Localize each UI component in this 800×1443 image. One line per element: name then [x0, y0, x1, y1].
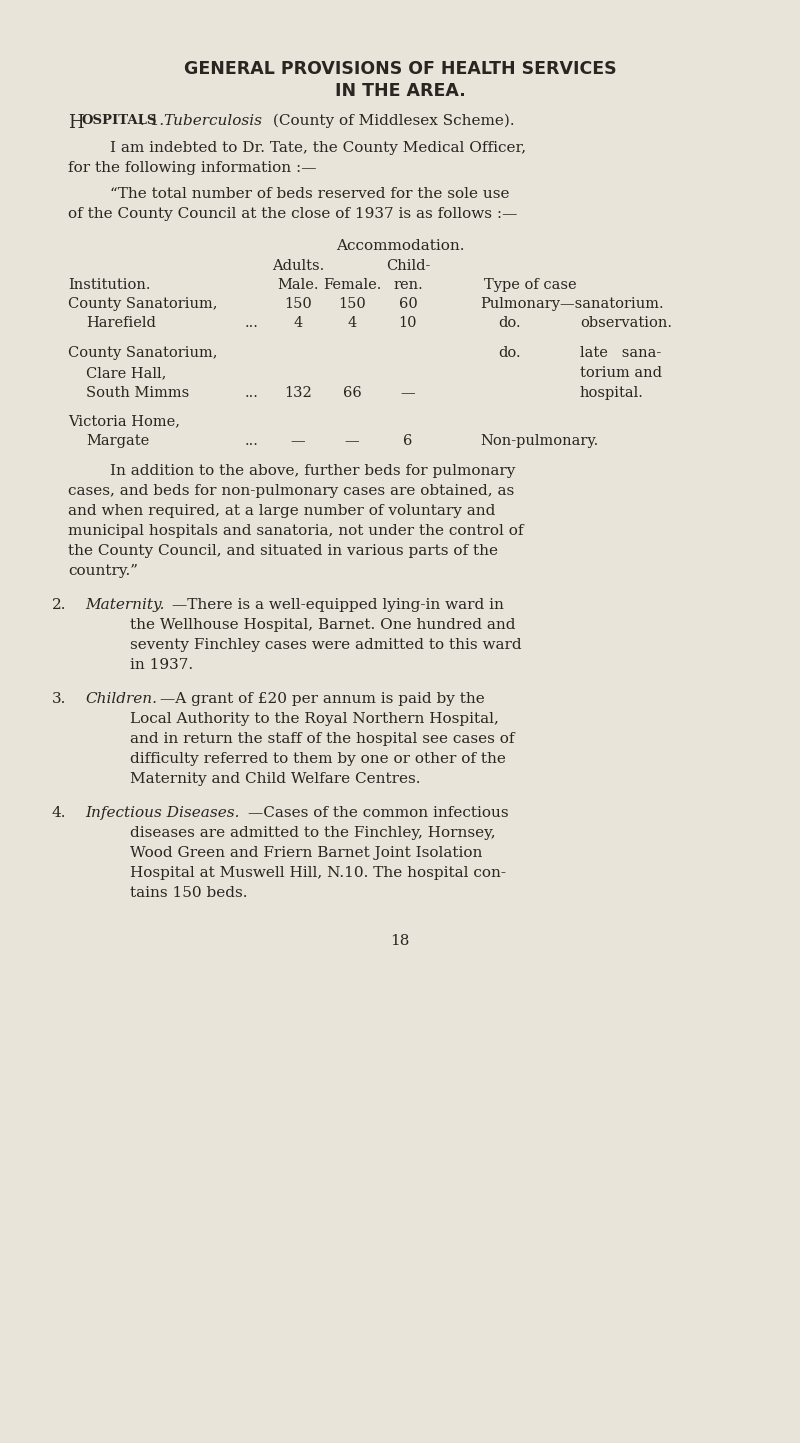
Text: torium and: torium and	[580, 367, 662, 380]
Text: H: H	[68, 114, 84, 131]
Text: 60: 60	[398, 297, 418, 312]
Text: Children.: Children.	[85, 693, 157, 706]
Text: OSPITALS: OSPITALS	[81, 114, 156, 127]
Text: diseases are admitted to the Finchley, Hornsey,: diseases are admitted to the Finchley, H…	[130, 825, 496, 840]
Text: late   sana-: late sana-	[580, 346, 662, 359]
Text: Tuberculosis: Tuberculosis	[163, 114, 262, 128]
Text: 66: 66	[342, 385, 362, 400]
Text: tains 150 beds.: tains 150 beds.	[130, 886, 247, 900]
Text: GENERAL PROVISIONS OF HEALTH SERVICES: GENERAL PROVISIONS OF HEALTH SERVICES	[184, 61, 616, 78]
Text: 2.: 2.	[52, 597, 66, 612]
Text: “The total number of beds reserved for the sole use: “The total number of beds reserved for t…	[110, 188, 510, 201]
Text: country.”: country.”	[68, 564, 138, 579]
Text: Male.: Male.	[278, 278, 318, 291]
Text: Hospital at Muswell Hill, N.10. The hospital con-: Hospital at Muswell Hill, N.10. The hosp…	[130, 866, 506, 880]
Text: County Sanatorium,: County Sanatorium,	[68, 346, 218, 359]
Text: Infectious Diseases.: Infectious Diseases.	[85, 807, 239, 820]
Text: (County of Middlesex Scheme).: (County of Middlesex Scheme).	[268, 114, 514, 128]
Text: 3.: 3.	[52, 693, 66, 706]
Text: of the County Council at the close of 1937 is as follows :—: of the County Council at the close of 19…	[68, 206, 518, 221]
Text: cases, and beds for non-pulmonary cases are obtained, as: cases, and beds for non-pulmonary cases …	[68, 483, 514, 498]
Text: seventy Finchley cases were admitted to this ward: seventy Finchley cases were admitted to …	[130, 638, 522, 652]
Text: I am indebted to Dr. Tate, the County Medical Officer,: I am indebted to Dr. Tate, the County Me…	[110, 141, 526, 154]
Text: South Mimms: South Mimms	[86, 385, 190, 400]
Text: Wood Green and Friern Barnet Joint Isolation: Wood Green and Friern Barnet Joint Isola…	[130, 846, 482, 860]
Text: Non-pulmonary.: Non-pulmonary.	[480, 434, 598, 447]
Text: difficulty referred to them by one or other of the: difficulty referred to them by one or ot…	[130, 752, 506, 766]
Text: do.: do.	[498, 346, 522, 359]
Text: Maternity and Child Welfare Centres.: Maternity and Child Welfare Centres.	[130, 772, 421, 786]
Text: 10: 10	[398, 316, 418, 330]
Text: Institution.: Institution.	[68, 278, 150, 291]
Text: Type of case: Type of case	[484, 278, 576, 291]
Text: Victoria Home,: Victoria Home,	[68, 414, 180, 429]
Text: ...: ...	[245, 385, 259, 400]
Text: Pulmonary—sanatorium.: Pulmonary—sanatorium.	[480, 297, 664, 312]
Text: County Sanatorium,: County Sanatorium,	[68, 297, 218, 312]
Text: —A grant of £20 per annum is paid by the: —A grant of £20 per annum is paid by the	[160, 693, 485, 706]
Text: municipal hospitals and sanatoria, not under the control of: municipal hospitals and sanatoria, not u…	[68, 524, 523, 538]
Text: Local Authority to the Royal Northern Hospital,: Local Authority to the Royal Northern Ho…	[130, 711, 499, 726]
Text: in 1937.: in 1937.	[130, 658, 193, 672]
Text: Harefield: Harefield	[86, 316, 156, 330]
Text: observation.: observation.	[580, 316, 672, 330]
Text: 6: 6	[403, 434, 413, 447]
Text: Accommodation.: Accommodation.	[336, 240, 464, 253]
Text: —Cases of the common infectious: —Cases of the common infectious	[248, 807, 509, 820]
Text: —: —	[345, 434, 359, 447]
Text: —: —	[290, 434, 306, 447]
Text: hospital.: hospital.	[580, 385, 644, 400]
Text: Adults.: Adults.	[272, 258, 324, 273]
Text: Female.: Female.	[323, 278, 381, 291]
Text: —There is a well-equipped lying-in ward in: —There is a well-equipped lying-in ward …	[172, 597, 504, 612]
Text: 18: 18	[390, 934, 410, 948]
Text: ren.: ren.	[393, 278, 423, 291]
Text: and when required, at a large number of voluntary and: and when required, at a large number of …	[68, 504, 495, 518]
Text: do.: do.	[498, 316, 522, 330]
Text: Maternity.: Maternity.	[85, 597, 165, 612]
Text: In addition to the above, further beds for pulmonary: In addition to the above, further beds f…	[110, 465, 515, 478]
Text: the Wellhouse Hospital, Barnet. One hundred and: the Wellhouse Hospital, Barnet. One hund…	[130, 618, 515, 632]
Text: 150: 150	[338, 297, 366, 312]
Text: Clare Hall,: Clare Hall,	[86, 367, 166, 380]
Text: 4: 4	[347, 316, 357, 330]
Text: for the following information :—: for the following information :—	[68, 162, 317, 175]
Text: —: —	[401, 385, 415, 400]
Text: 4.: 4.	[52, 807, 66, 820]
Text: 132: 132	[284, 385, 312, 400]
Text: ...: ...	[245, 316, 259, 330]
Text: IN THE AREA.: IN THE AREA.	[334, 82, 466, 100]
Text: Margate: Margate	[86, 434, 150, 447]
Text: 4: 4	[294, 316, 302, 330]
Text: and in return the staff of the hospital see cases of: and in return the staff of the hospital …	[130, 732, 514, 746]
Text: ...: ...	[245, 434, 259, 447]
Text: Child-: Child-	[386, 258, 430, 273]
Text: . 1.: . 1.	[140, 114, 169, 128]
Text: 150: 150	[284, 297, 312, 312]
Text: the County Council, and situated in various parts of the: the County Council, and situated in vari…	[68, 544, 498, 558]
